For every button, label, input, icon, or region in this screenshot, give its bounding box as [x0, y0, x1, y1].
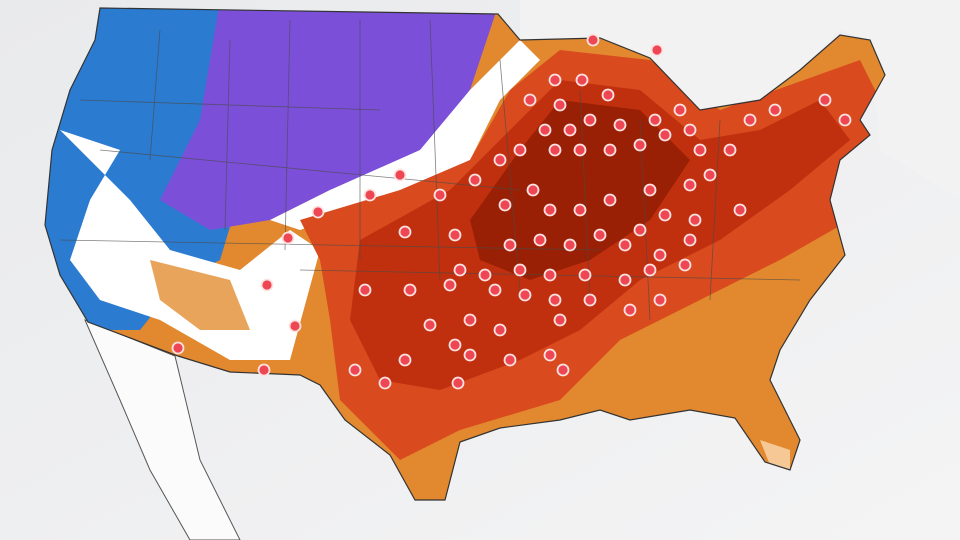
site-marker	[601, 88, 615, 102]
site-marker	[518, 288, 532, 302]
site-marker	[498, 198, 512, 212]
site-marker	[573, 203, 587, 217]
site-marker	[523, 93, 537, 107]
site-marker	[403, 283, 417, 297]
site-marker	[603, 193, 617, 207]
site-marker	[363, 188, 377, 202]
site-marker	[443, 278, 457, 292]
site-marker	[548, 293, 562, 307]
site-marker	[578, 268, 592, 282]
site-marker	[678, 258, 692, 272]
site-marker	[513, 143, 527, 157]
site-marker	[503, 238, 517, 252]
site-marker	[688, 213, 702, 227]
site-marker	[398, 225, 412, 239]
site-marker	[650, 43, 664, 57]
site-marker	[478, 268, 492, 282]
site-marker	[538, 123, 552, 137]
site-marker	[488, 283, 502, 297]
site-marker	[433, 188, 447, 202]
site-marker	[468, 173, 482, 187]
site-marker	[533, 233, 547, 247]
site-marker	[733, 203, 747, 217]
site-marker	[693, 143, 707, 157]
site-marker	[378, 376, 392, 390]
site-marker	[618, 273, 632, 287]
site-marker	[643, 263, 657, 277]
site-marker	[575, 73, 589, 87]
site-marker	[633, 138, 647, 152]
site-marker	[586, 33, 600, 47]
site-marker	[563, 238, 577, 252]
site-marker	[683, 123, 697, 137]
site-marker	[463, 348, 477, 362]
site-marker	[573, 143, 587, 157]
site-marker	[348, 363, 362, 377]
site-marker	[548, 143, 562, 157]
site-marker	[260, 278, 274, 292]
site-marker	[393, 168, 407, 182]
site-marker	[358, 283, 372, 297]
site-marker	[593, 228, 607, 242]
site-marker	[453, 263, 467, 277]
site-marker	[743, 113, 757, 127]
site-marker	[288, 319, 302, 333]
site-marker	[633, 223, 647, 237]
site-marker	[543, 203, 557, 217]
us-outline	[44, 7, 886, 501]
site-marker	[648, 113, 662, 127]
site-marker	[556, 363, 570, 377]
site-marker	[653, 293, 667, 307]
site-marker	[553, 98, 567, 112]
site-marker	[603, 143, 617, 157]
site-marker	[563, 123, 577, 137]
site-marker	[543, 268, 557, 282]
site-marker	[543, 348, 557, 362]
site-marker	[683, 233, 697, 247]
site-marker	[658, 208, 672, 222]
site-marker	[281, 231, 295, 245]
site-marker	[768, 103, 782, 117]
site-marker	[818, 93, 832, 107]
site-marker	[423, 318, 437, 332]
site-marker	[583, 113, 597, 127]
site-marker	[643, 183, 657, 197]
site-marker	[448, 338, 462, 352]
site-marker	[503, 353, 517, 367]
site-marker	[613, 118, 627, 132]
site-marker	[683, 178, 697, 192]
site-marker	[171, 341, 185, 355]
site-marker	[493, 153, 507, 167]
site-marker	[526, 183, 540, 197]
site-marker	[448, 228, 462, 242]
site-marker	[493, 323, 507, 337]
site-marker	[703, 168, 717, 182]
site-marker	[553, 313, 567, 327]
site-marker	[311, 205, 325, 219]
site-marker	[623, 303, 637, 317]
site-marker	[463, 313, 477, 327]
site-marker	[838, 113, 852, 127]
site-marker	[673, 103, 687, 117]
site-marker	[658, 128, 672, 142]
site-marker	[653, 248, 667, 262]
site-marker	[548, 73, 562, 87]
site-marker	[583, 293, 597, 307]
site-marker	[723, 143, 737, 157]
site-marker	[618, 238, 632, 252]
site-marker	[257, 363, 271, 377]
site-marker	[451, 376, 465, 390]
record-sites	[171, 33, 852, 390]
site-marker	[398, 353, 412, 367]
site-marker	[513, 263, 527, 277]
